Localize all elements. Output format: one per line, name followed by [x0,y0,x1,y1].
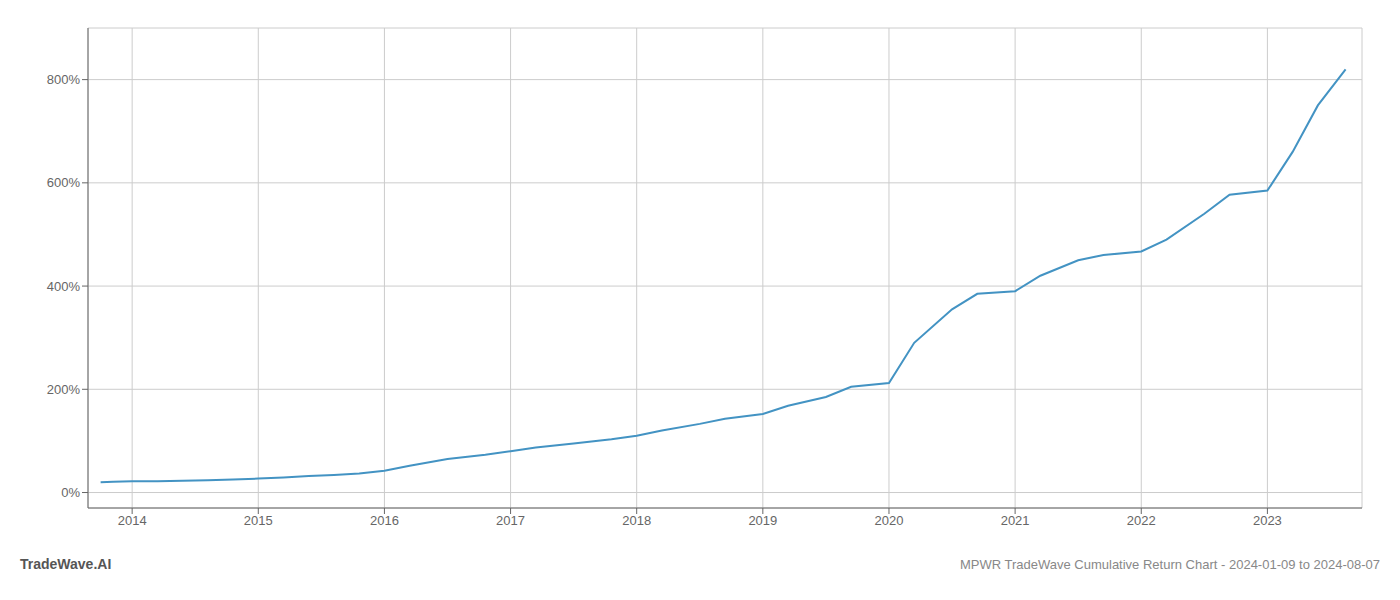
svg-text:2016: 2016 [370,513,399,528]
svg-text:0%: 0% [61,485,80,500]
svg-text:400%: 400% [47,279,81,294]
svg-text:2022: 2022 [1127,513,1156,528]
svg-text:2023: 2023 [1253,513,1282,528]
svg-text:200%: 200% [47,382,81,397]
svg-text:2019: 2019 [748,513,777,528]
svg-text:2018: 2018 [622,513,651,528]
svg-text:800%: 800% [47,72,81,87]
svg-text:2015: 2015 [244,513,273,528]
html-text:MPWR TradeWave Cumulative Retu: MPWR TradeWave Cumulative Return Chart -… [960,557,1380,572]
svg-text:600%: 600% [47,175,81,190]
html-text:TradeWave.AI: TradeWave.AI [20,556,112,572]
svg-text:2020: 2020 [875,513,904,528]
svg-text:2014: 2014 [118,513,147,528]
svg-text:2021: 2021 [1001,513,1030,528]
svg-text:2017: 2017 [496,513,525,528]
